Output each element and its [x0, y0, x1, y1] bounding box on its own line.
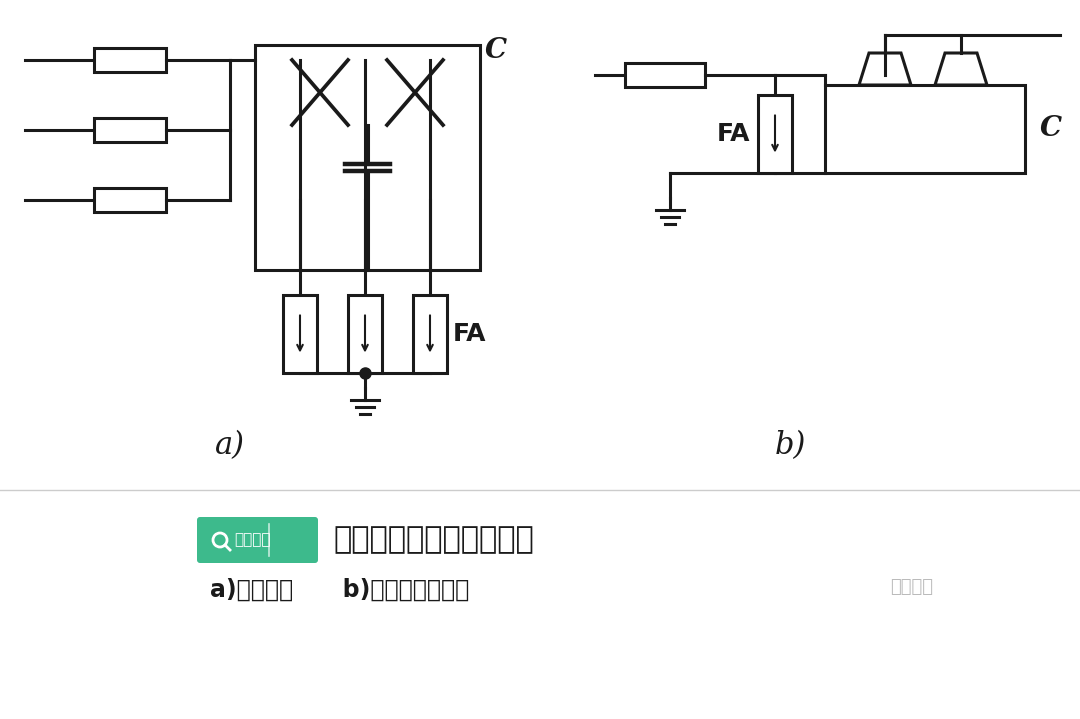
Text: 电工知库: 电工知库	[890, 578, 933, 596]
Bar	[825, 85, 1025, 173]
Bar	[94, 118, 166, 142]
FancyBboxPatch shape	[197, 517, 318, 563]
Bar	[94, 48, 166, 72]
Polygon shape	[859, 53, 912, 85]
Bar	[758, 95, 792, 173]
Text: 电工知库: 电工知库	[234, 533, 270, 547]
Text: a)接线方法      b)避雷器安装方法: a)接线方法 b)避雷器安装方法	[210, 578, 469, 602]
Bar	[413, 295, 447, 373]
Bar	[283, 295, 318, 373]
Text: 线路移相电容器保护接线: 线路移相电容器保护接线	[333, 526, 534, 554]
Bar	[348, 295, 382, 373]
Text: FA: FA	[716, 122, 750, 146]
Bar	[255, 45, 480, 270]
Text: C: C	[1040, 116, 1062, 142]
Polygon shape	[935, 53, 987, 85]
Bar	[94, 188, 166, 212]
Text: b): b)	[774, 430, 806, 461]
Bar	[625, 63, 705, 87]
Text: C: C	[485, 37, 508, 64]
Text: FA: FA	[453, 322, 486, 346]
Text: a): a)	[215, 430, 245, 461]
